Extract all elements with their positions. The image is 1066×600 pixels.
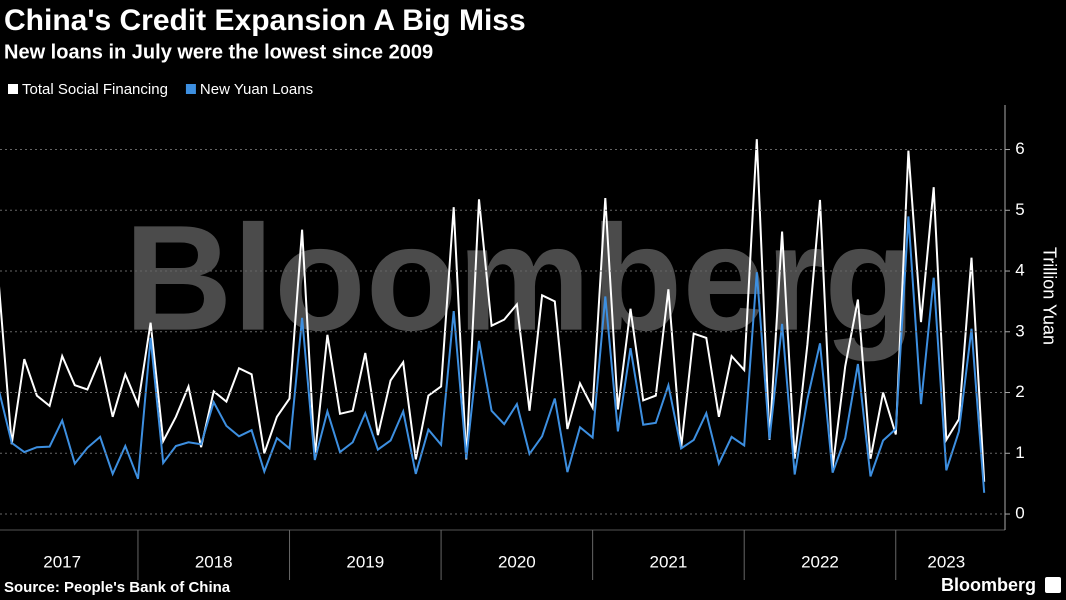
x-tick-label: 2017: [43, 552, 81, 571]
legend-swatch: [185, 84, 196, 94]
brand-logo: Bloomberg: [941, 575, 1036, 595]
brand-icon: [1045, 577, 1061, 593]
y-tick-label: 6: [1015, 139, 1024, 158]
y-tick-label: 5: [1015, 200, 1024, 219]
y-tick-label: 1: [1015, 443, 1024, 462]
x-tick-label: 2019: [346, 552, 384, 571]
x-tick-label: 2021: [650, 552, 688, 571]
x-tick-label: 2023: [927, 552, 965, 571]
x-tick-label: 2018: [195, 552, 233, 571]
y-tick-label: 4: [1015, 261, 1024, 280]
legend-swatch: [8, 84, 18, 94]
y-tick-label: 0: [1015, 504, 1024, 523]
y-tick-label: 3: [1015, 321, 1024, 340]
legend-label: New Yuan Loans: [200, 81, 313, 98]
chart-title: China's Credit Expansion A Big Miss: [4, 4, 526, 37]
series-line: [0, 216, 986, 493]
series-line: [0, 139, 986, 482]
legend-label: Total Social Financing: [22, 81, 168, 98]
source: Source: People's Bank of China: [4, 579, 231, 596]
x-tick-label: 2022: [801, 552, 839, 571]
y-axis-label: Trillion Yuan: [1039, 247, 1059, 345]
plot-area: [0, 139, 986, 493]
x-tick-label: 2020: [498, 552, 536, 571]
chart-subtitle: New loans in July were the lowest since …: [4, 41, 433, 63]
y-tick-label: 2: [1015, 382, 1024, 401]
